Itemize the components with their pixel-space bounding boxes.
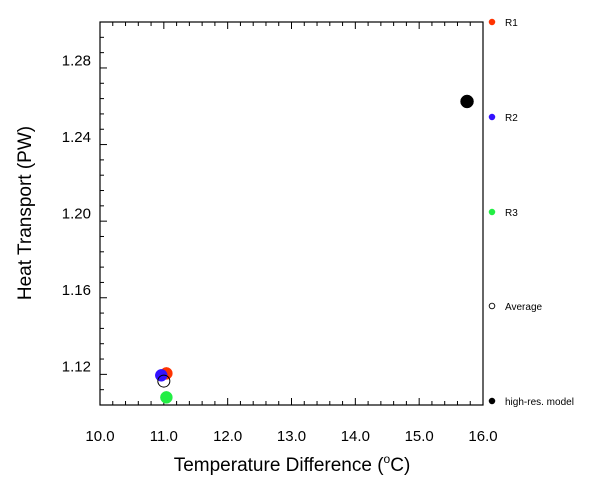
legend-marker — [488, 113, 496, 121]
y-tick-label: 1.28 — [62, 52, 91, 69]
legend-label: high-res. model — [505, 397, 574, 408]
x-tick-label: 13.0 — [277, 428, 306, 445]
y-tick-label: 1.12 — [62, 359, 91, 376]
y-tick-label: 1.24 — [62, 129, 91, 146]
y-tick-labels: 1.12 1.16 1.20 1.24 1.28 — [62, 52, 91, 375]
x-tick-label: 15.0 — [405, 428, 434, 445]
data-point-average — [157, 374, 171, 388]
legend-marker — [488, 208, 496, 216]
plot-frame — [99, 21, 484, 406]
x-tick-label: 16.0 — [468, 428, 497, 445]
data-points — [155, 94, 474, 404]
x-tick-label: 11.0 — [150, 428, 178, 445]
x-tick-label: 12.0 — [213, 428, 242, 445]
data-point-high-res-model — [460, 94, 474, 109]
x-tick-label: 14.0 — [341, 428, 370, 445]
x-tick-labels: 10.0 11.0 12.0 13.0 14.0 15.0 16.0 — [85, 428, 497, 445]
y-tick-label: 1.16 — [62, 282, 91, 299]
legend-marker — [488, 18, 496, 26]
legend-label: Average — [505, 302, 543, 313]
x-tick-label: 10.0 — [85, 428, 114, 445]
data-point-r3 — [160, 391, 173, 404]
y-tick-label: 1.20 — [62, 206, 91, 223]
x-axis-label: Temperature Difference (oC) — [174, 452, 411, 476]
legend-label: R3 — [505, 208, 518, 219]
legend-marker — [488, 302, 496, 310]
axis-ticks — [99, 21, 484, 406]
y-axis-label: Heat Transport (PW) — [15, 126, 36, 300]
legend-label: R1 — [505, 18, 518, 29]
legend-label: R2 — [505, 113, 518, 124]
legend: R1 R2 R3 Average high-res. model — [488, 18, 574, 408]
x-axis-label-superscript: o — [384, 452, 391, 466]
legend-marker — [488, 397, 496, 405]
